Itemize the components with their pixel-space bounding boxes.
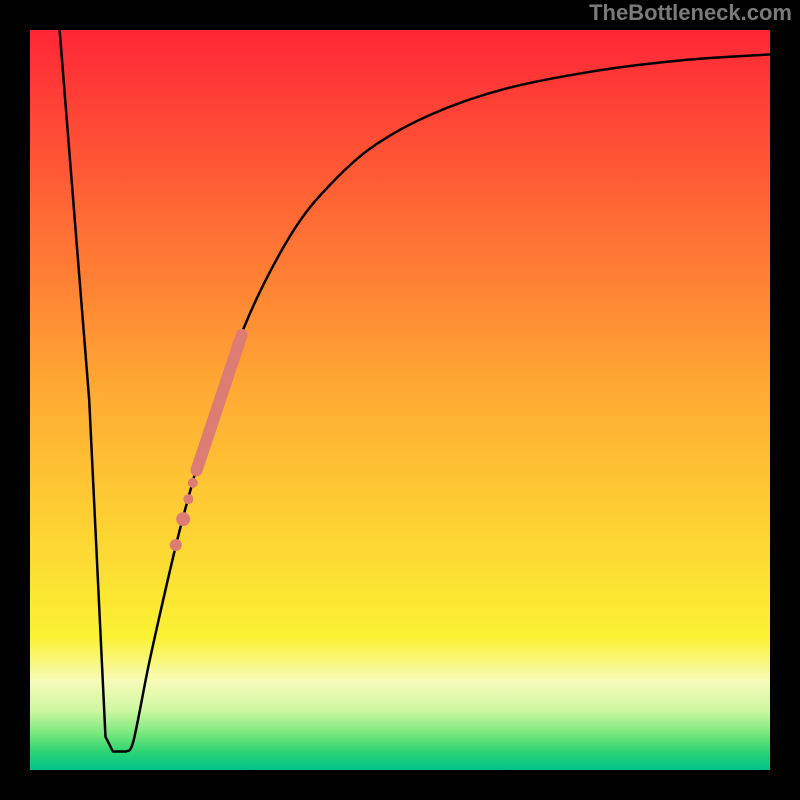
- gradient-background: [30, 30, 770, 770]
- data-marker: [188, 478, 198, 488]
- data-marker: [176, 512, 190, 526]
- data-marker: [170, 539, 182, 551]
- attribution-text: TheBottleneck.com: [589, 0, 792, 26]
- bottleneck-chart: [0, 0, 800, 800]
- data-marker: [183, 494, 193, 504]
- chart-root: TheBottleneck.com: [0, 0, 800, 800]
